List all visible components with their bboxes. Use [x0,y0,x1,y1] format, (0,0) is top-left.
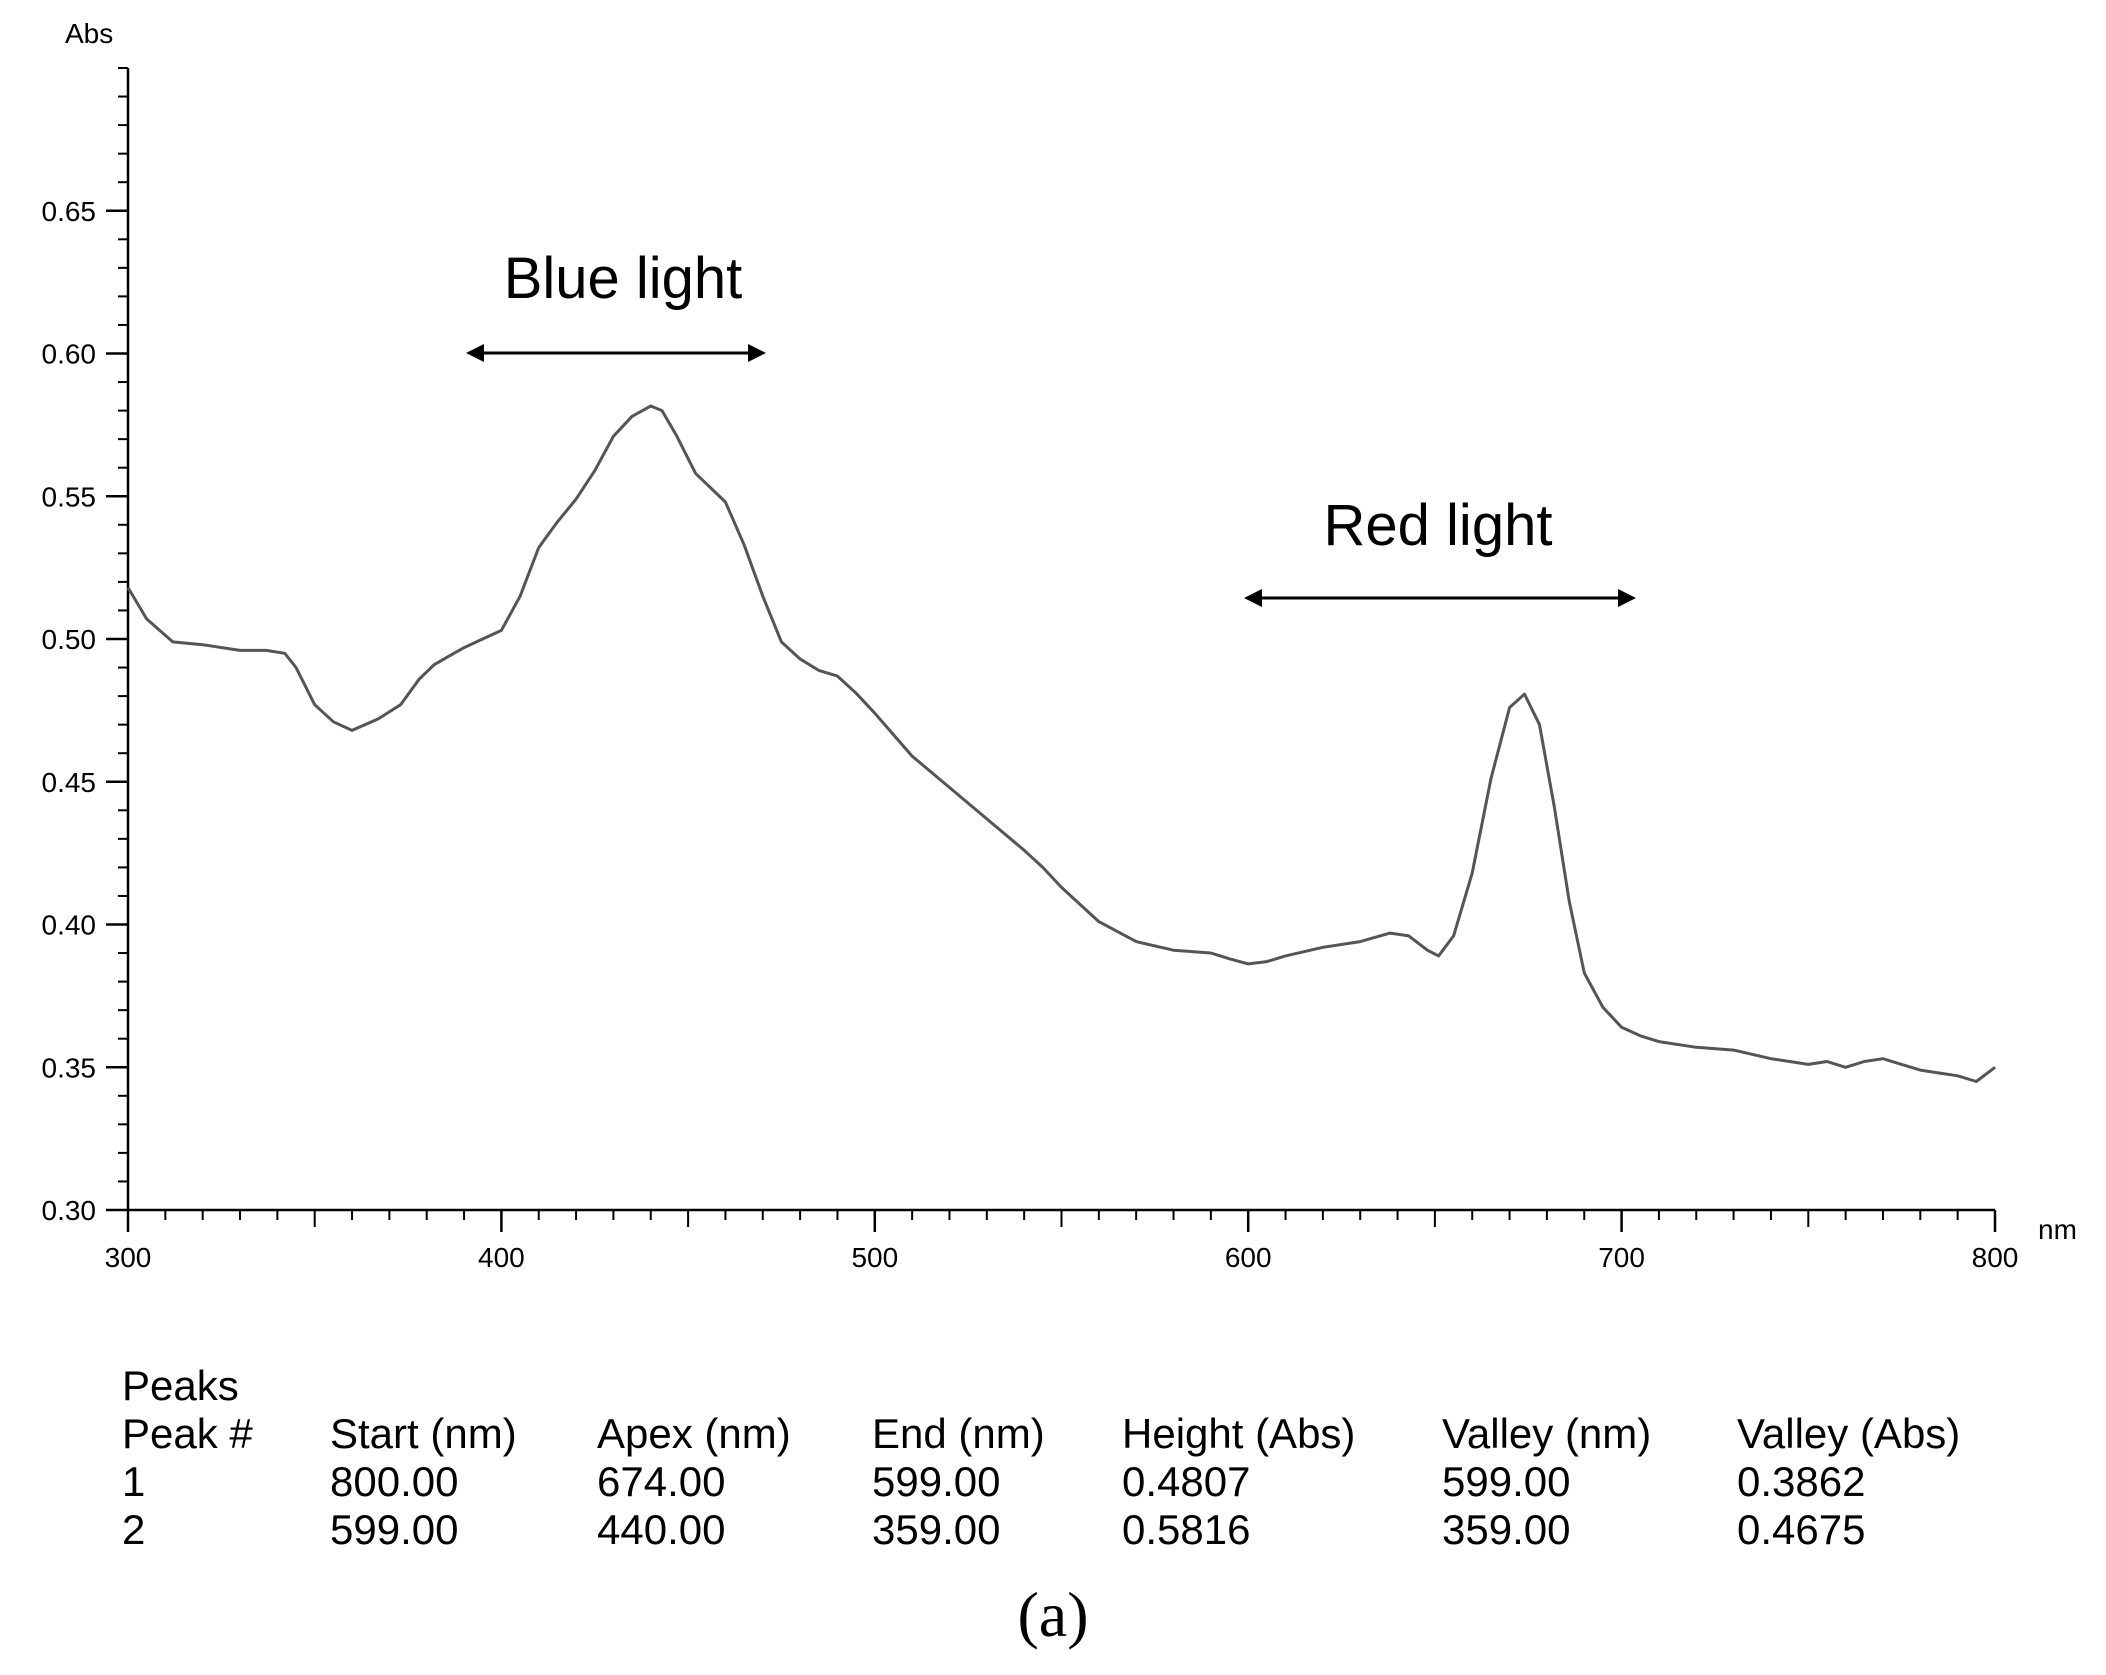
blue-light-label: Blue light [504,246,743,311]
x-tick-label: 700 [1598,1242,1645,1273]
peaks-table-cell: 2 [122,1506,146,1553]
red-light-arrowhead-left [1244,589,1262,607]
peaks-table-cell: 599.00 [872,1458,1001,1505]
peaks-table-header: Peak # [122,1410,253,1457]
y-axis-unit: Abs [65,18,113,49]
peaks-table-cell: 599.00 [1442,1458,1571,1505]
x-tick-label: 300 [105,1242,152,1273]
absorbance-series-line [126,404,1996,1083]
major-ticks [106,209,1997,1232]
peaks-table-header: Start (nm) [330,1410,517,1457]
tick-labels: 300 400 500 600 700 800 0.30 0.35 0.40 0.45 0.50 0.… [42,196,2019,1273]
y-tick-label: 0.55 [42,481,97,512]
peaks-table-cell: 0.5816 [1122,1506,1251,1553]
blue-light-annotation: Blue light [466,246,766,362]
red-light-annotation: Red light [1244,493,1636,607]
peaks-table-cell: 440.00 [597,1506,726,1553]
y-tick-label: 0.30 [42,1195,97,1226]
peaks-table-header: End (nm) [872,1410,1045,1457]
peaks-table-header: Valley (nm) [1442,1410,1652,1457]
x-tick-label: 400 [478,1242,525,1273]
blue-light-arrowhead-left [466,344,484,362]
y-tick-label: 0.50 [42,624,97,655]
peaks-table-cell: 599.00 [330,1506,459,1553]
x-tick-label: 500 [851,1242,898,1273]
peaks-table-cell: 800.00 [330,1458,459,1505]
x-axis-unit: nm [2038,1214,2077,1245]
y-tick-label: 0.45 [42,767,97,798]
peaks-table-cell: 0.4675 [1737,1506,1866,1553]
y-tick-label: 0.65 [42,196,97,227]
peaks-table-header: Apex (nm) [597,1410,791,1457]
y-tick-label: 0.35 [42,1052,97,1083]
blue-light-arrowhead-right [748,344,766,362]
peaks-table-title: Peaks [122,1362,239,1409]
peaks-table-header: Valley (Abs) [1737,1410,1961,1457]
x-tick-label: 600 [1225,1242,1272,1273]
y-tick-label: 0.60 [42,339,97,370]
minor-ticks [118,67,1959,1227]
peaks-table-cell: 359.00 [1442,1506,1571,1553]
figure-caption: (a) [1017,1579,1089,1650]
peaks-table-cell: 0.4807 [1122,1458,1251,1505]
peaks-table-header: Height (Abs) [1122,1410,1356,1457]
peaks-table-cell: 674.00 [597,1458,726,1505]
absorbance-chart: 300 400 500 600 700 800 0.30 0.35 0.40 0.45 0.50 0.… [42,18,2077,1273]
peaks-table-cell: 0.3862 [1737,1458,1866,1505]
x-tick-label: 800 [1972,1242,2019,1273]
peaks-table-cell: 359.00 [872,1506,1001,1553]
red-light-label: Red light [1324,493,1553,558]
red-light-arrowhead-right [1618,589,1636,607]
y-tick-label: 0.40 [42,910,97,941]
peaks-table-cell: 1 [122,1458,146,1505]
